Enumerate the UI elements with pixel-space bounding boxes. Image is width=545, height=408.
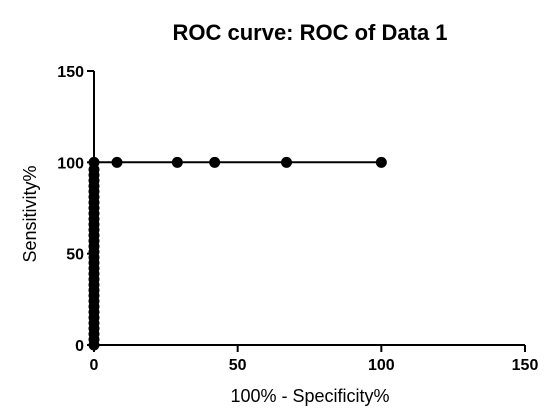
data-point	[375, 156, 387, 168]
x-tick-label: 50	[229, 357, 247, 374]
data-point	[88, 156, 100, 168]
x-tick-label: 100	[368, 357, 395, 374]
y-tick-label: 0	[75, 338, 84, 355]
chart-title: ROC curve: ROC of Data 1	[172, 20, 447, 45]
y-tick-label: 50	[66, 247, 84, 264]
series-layer	[88, 156, 387, 351]
y-tick-label: 150	[57, 64, 84, 81]
y-tick-label: 100	[57, 155, 84, 172]
series-line	[93, 161, 382, 345]
y-axis-label: Sensitivity%	[20, 165, 40, 262]
x-tick-label: 0	[90, 357, 99, 374]
data-point	[209, 156, 221, 168]
x-tick-label: 150	[512, 357, 539, 374]
data-point	[111, 156, 123, 168]
data-point	[171, 156, 183, 168]
axes: 0 50 100 150 0 50 100 150	[57, 64, 538, 374]
x-axis-label: 100% - Specificity%	[230, 386, 389, 406]
data-point	[281, 156, 293, 168]
